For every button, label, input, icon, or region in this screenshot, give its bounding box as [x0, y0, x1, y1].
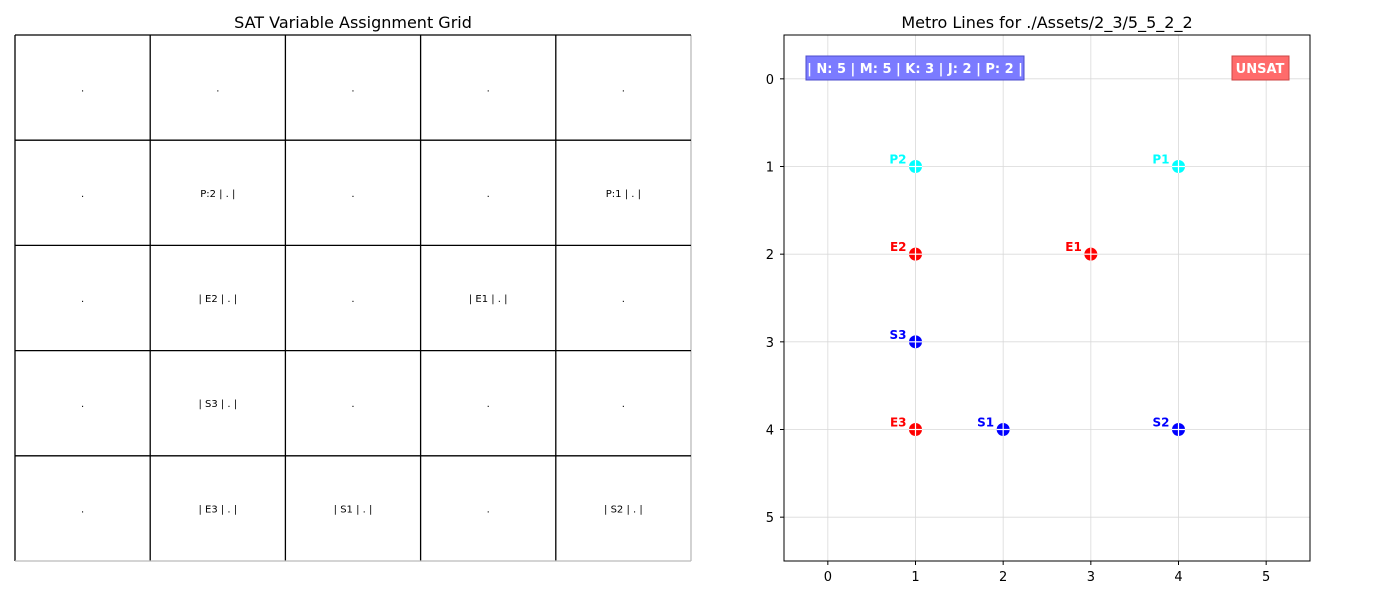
x-tick-label: 0: [824, 570, 832, 585]
point-p2-label: P2: [889, 153, 906, 167]
point-p1-label: P1: [1152, 153, 1169, 167]
grid-cell-text: | S3 | . |: [198, 399, 237, 410]
y-tick-label: 3: [766, 336, 774, 351]
y-tick-label: 0: [766, 73, 774, 88]
grid-cell-text: .: [487, 189, 490, 200]
grid-title: SAT Variable Assignment Grid: [234, 13, 472, 32]
info-box-background: [805, 55, 1025, 81]
point-s1-label: S1: [977, 416, 994, 430]
sat-grid-svg: SAT Variable Assignment Grid ...... P:2 |…: [14, 13, 692, 562]
x-tick-label: 4: [1174, 570, 1182, 585]
grid-cell-text: .: [487, 84, 490, 95]
grid-cell-text: .: [351, 189, 354, 200]
grid-cell-text: .: [622, 294, 625, 305]
info-box: | N: 5 | M: 5 | K: 3 | J: 2 | P: 2 |: [805, 55, 1025, 81]
plot-title: Metro Lines for ./Assets/2_3/5_5_2_2: [901, 13, 1192, 33]
grid-cell-text: | E1 | . |: [469, 294, 508, 305]
point-s2-label: S2: [1153, 416, 1170, 430]
grid-cell-text: .: [487, 504, 490, 515]
grid-cell-text: P:2 | . |: [200, 189, 235, 200]
grid-cell-text: P:1 | . |: [606, 189, 641, 200]
plot-frame: [783, 34, 1311, 562]
x-tick-label: 5: [1262, 570, 1270, 585]
plot-gridlines: [784, 35, 1310, 561]
status-box-background: [1231, 55, 1290, 81]
x-tick-label: 3: [1087, 570, 1095, 585]
x-tick-label: 2: [999, 570, 1007, 585]
y-tick-label: 2: [766, 248, 774, 263]
y-tick-label: 1: [766, 161, 774, 176]
sat-assignment-grid-panel: SAT Variable Assignment Grid ...... P:2 |…: [0, 0, 700, 600]
point-e2-label: E2: [890, 240, 907, 254]
metro-lines-panel: Metro Lines for ./Assets/2_3/5_5_2_2 0 1 2…: [700, 0, 1400, 600]
grid-cell-text: .: [351, 294, 354, 305]
metro-lines-svg: Metro Lines for ./Assets/2_3/5_5_2_2 0 1 2…: [766, 13, 1311, 585]
grid-cell-text: .: [81, 84, 84, 95]
grid-cell-text: .: [351, 84, 354, 95]
x-tick-label: 1: [911, 570, 919, 585]
grid-lines: [14, 34, 692, 562]
status-box: UNSAT: [1231, 55, 1290, 81]
grid-cells: ...... P:2 | . |.. P:1 | . |. | E2 | . |. | …: [81, 84, 643, 516]
point-e3-label: E3: [890, 416, 907, 430]
y-tick-label: 4: [766, 424, 774, 439]
grid-cell-text: .: [622, 399, 625, 410]
grid-cell-text: .: [81, 504, 84, 515]
point-s3-label: S3: [890, 328, 907, 342]
grid-cell-text: .: [81, 399, 84, 410]
grid-cell-text: | E2 | . |: [198, 294, 237, 305]
grid-cell-text: .: [487, 399, 490, 410]
grid-cell-text: | S1 | . |: [334, 504, 373, 515]
point-e1-label: E1: [1065, 240, 1082, 254]
grid-cell-text: | S2 | . |: [604, 504, 643, 515]
grid-cell-text: .: [351, 399, 354, 410]
grid-cell-text: .: [81, 189, 84, 200]
grid-cell-text: | E3 | . |: [198, 504, 237, 515]
data-points: P2 P1 E2 E1 S3 E3 S1 S2: [889, 153, 1185, 436]
axis-ticks: 0 1 2 3 4 5 0 1 2 3 4 5: [766, 73, 1271, 585]
grid-cell-text: .: [216, 84, 219, 95]
status-box-text: UNSAT: [1236, 62, 1285, 77]
y-tick-label: 5: [766, 511, 774, 526]
grid-cell-text: .: [622, 84, 625, 95]
grid-cell-text: .: [81, 294, 84, 305]
info-box-text: | N: 5 | M: 5 | K: 3 | J: 2 | P: 2 |: [807, 62, 1023, 77]
